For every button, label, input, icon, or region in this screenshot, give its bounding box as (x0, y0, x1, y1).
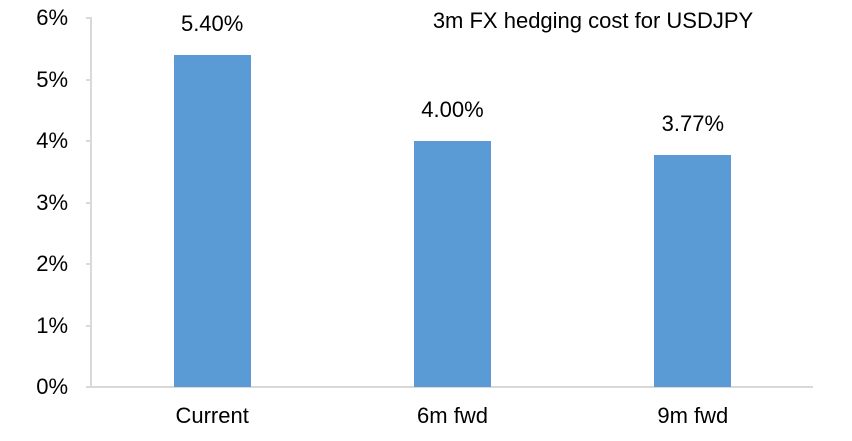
y-axis-tick (86, 201, 92, 204)
y-axis-tick (86, 17, 92, 19)
y-axis-tick (86, 263, 92, 265)
y-axis-tick (86, 78, 92, 81)
y-axis-tick-label: 4% (36, 128, 68, 153)
bar-6m-fwd (414, 141, 491, 387)
chart-title: 3m FX hedging cost for USDJPY (432, 8, 754, 33)
x-axis-line (86, 386, 813, 388)
bar-value-label: 4.00% (421, 97, 484, 122)
bar-9m-fwd (654, 155, 732, 387)
x-axis-category-label: 9m fwd (657, 403, 729, 428)
y-axis-tick-label: 3% (36, 189, 68, 215)
y-axis-tick-label: 2% (36, 251, 68, 276)
bar-value-label: 5.40% (180, 10, 244, 36)
y-axis-tick-label: 1% (36, 312, 68, 338)
y-axis-tick (86, 140, 92, 142)
x-axis-category-label: Current (175, 403, 249, 428)
y-axis-tick (86, 324, 92, 327)
bar-value-label: 3.77% (661, 111, 725, 137)
y-axis-tick-label: 5% (36, 66, 68, 92)
y-axis-tick (86, 386, 92, 388)
bar-current (173, 54, 251, 387)
y-axis-tick-label: 6% (36, 5, 68, 30)
x-axis-category-label: 6m fwd (417, 403, 488, 428)
y-axis-tick-label: 0% (36, 374, 68, 399)
